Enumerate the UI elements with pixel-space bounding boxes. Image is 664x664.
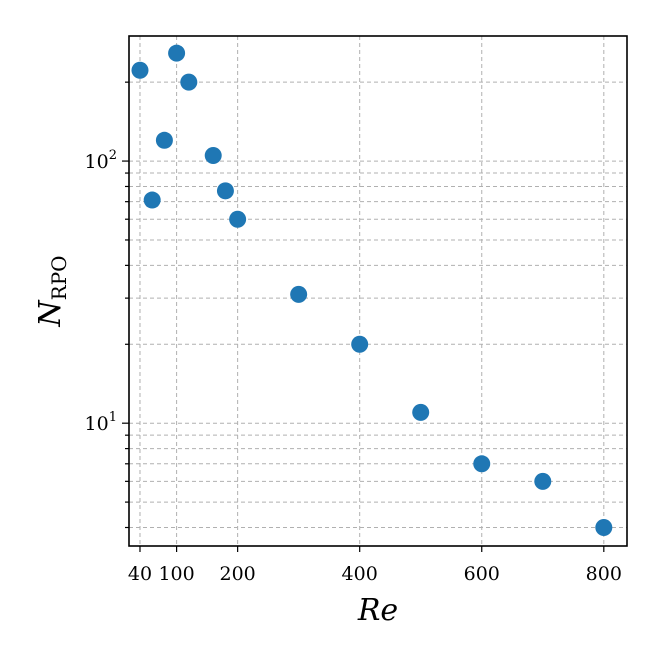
data-point (412, 403, 430, 421)
y-tick-exponent: 2 (109, 148, 117, 163)
y-axis-label-sub: RPO (47, 255, 71, 300)
y-tick-label: 101 (85, 410, 117, 435)
data-point (595, 518, 613, 536)
data-point (168, 44, 186, 62)
data-point (155, 131, 173, 149)
x-tick-label: 200 (219, 563, 255, 585)
y-axis-label: NRPO (33, 255, 71, 327)
data-points (131, 44, 613, 536)
grid-lines (129, 36, 627, 546)
x-axis-label: Re (357, 593, 398, 628)
data-point (229, 210, 247, 228)
plot-frame (128, 35, 628, 547)
x-tick-label: 40 (128, 563, 152, 585)
data-point (143, 191, 161, 209)
tick-labels: 40 100 200 400 600 800 101 102 (85, 148, 622, 585)
data-point (216, 182, 234, 200)
x-tick-label: 800 (586, 563, 622, 585)
data-point (534, 472, 552, 490)
data-point (180, 73, 198, 91)
y-tick-exponent: 1 (109, 410, 117, 425)
data-point (473, 455, 491, 473)
data-point (351, 335, 369, 353)
y-axis-label-main: N (33, 299, 68, 328)
x-tick-label: 100 (158, 563, 194, 585)
x-tick-label: 400 (342, 563, 378, 585)
y-tick-label: 102 (85, 148, 117, 173)
data-point (131, 61, 149, 79)
data-point (204, 147, 222, 165)
data-point (290, 285, 308, 303)
x-tick-label: 600 (464, 563, 500, 585)
